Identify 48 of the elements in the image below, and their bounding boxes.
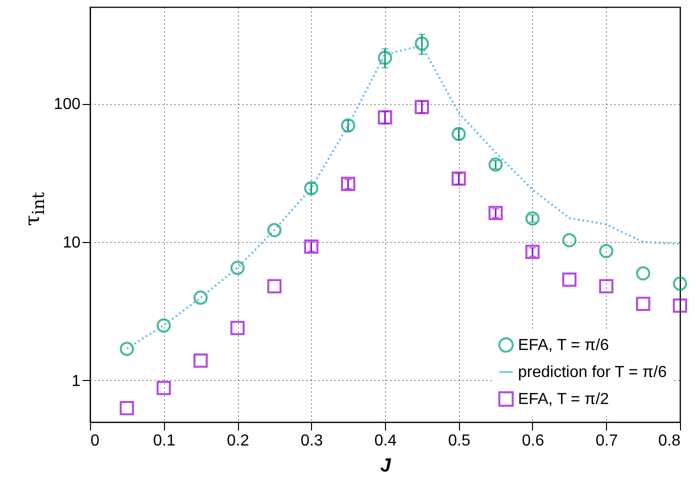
point	[194, 290, 208, 305]
point	[562, 233, 576, 248]
point	[341, 118, 356, 133]
x-tick-label: 0.1	[153, 432, 176, 450]
point	[414, 100, 429, 114]
point	[562, 272, 576, 287]
point	[267, 279, 282, 294]
point	[525, 244, 540, 260]
point	[230, 320, 245, 336]
point	[120, 400, 134, 416]
point	[599, 279, 614, 294]
x-axis-title: J	[380, 456, 392, 476]
x-tick-label: 0.8	[658, 432, 681, 450]
point	[267, 222, 282, 238]
point	[378, 110, 392, 125]
point	[452, 126, 466, 142]
y-tick-label: 1	[72, 372, 81, 390]
legend-label: prediction for T = π/6	[518, 364, 667, 381]
point	[378, 50, 392, 65]
point	[636, 296, 650, 312]
point	[488, 157, 503, 172]
point	[672, 276, 688, 291]
point	[304, 239, 318, 254]
x-tick-label: 0.4	[374, 432, 397, 450]
x-tick-label: 0.5	[448, 432, 470, 450]
point	[452, 172, 466, 186]
point	[672, 298, 688, 313]
x-tick-label: 0	[90, 432, 100, 450]
x-tick-label: 0.3	[300, 432, 323, 450]
y-tick-label: 10	[62, 234, 81, 252]
point	[341, 176, 356, 192]
point	[636, 266, 650, 280]
y-tick-label: 100	[54, 96, 81, 114]
x-tick-label: 0.2	[226, 432, 250, 450]
point	[230, 260, 245, 276]
point	[194, 353, 208, 368]
point	[599, 244, 614, 258]
point	[525, 211, 540, 226]
point	[156, 380, 171, 396]
legend-label: EFA, T = π/2	[518, 391, 610, 408]
x-tick-label: 0.6	[522, 432, 544, 450]
point	[414, 36, 429, 51]
point	[156, 318, 171, 333]
x-tick-label: 0.7	[596, 432, 618, 450]
point	[304, 181, 318, 196]
point	[488, 206, 503, 220]
point	[120, 342, 134, 356]
legend-label: EFA, T = π/6	[518, 337, 610, 354]
